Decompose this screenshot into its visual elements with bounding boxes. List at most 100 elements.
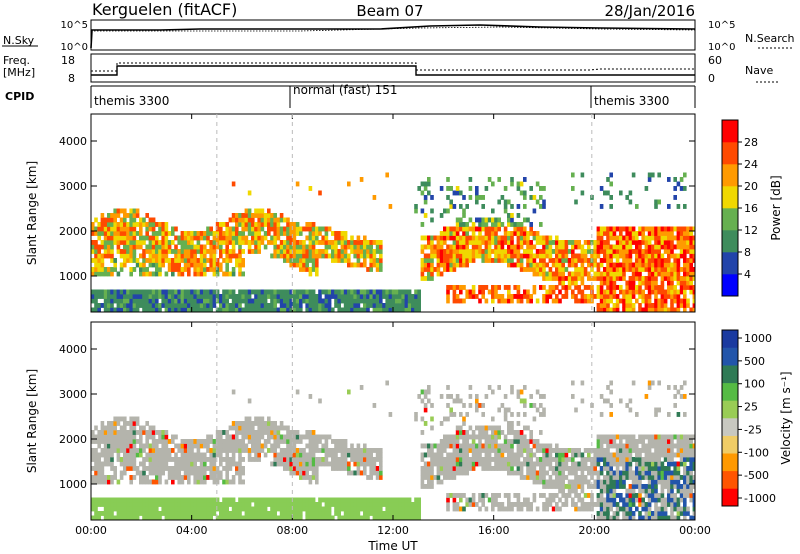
power-cell [455,222,460,227]
power-cell [689,244,693,250]
power-cell [465,253,469,259]
power-cell [487,253,492,259]
velocity-cell [324,443,329,449]
velocity-cell [654,479,658,485]
power-cell [356,298,361,304]
power-cell [497,217,501,223]
power-cell [241,294,245,299]
velocity-cell [391,511,396,516]
power-cell [324,303,329,308]
velocity-cell [119,430,124,435]
velocity-cell [638,439,642,444]
power-cell [625,249,629,254]
power-cell [654,204,658,209]
power-cell [97,294,101,299]
velocity-cell [225,452,229,458]
velocity-cell [209,470,213,476]
power-cell [161,298,165,304]
power-cell [596,231,601,236]
velocity-cell [526,470,530,476]
power-cell [119,235,124,241]
velocity-cell [593,470,597,476]
power-cell [638,285,642,290]
power-cell [539,267,543,272]
power-cell [516,186,521,191]
velocity-cell [97,502,101,507]
velocity-cell [507,448,511,453]
velocity-cell [151,502,156,507]
velocity-cell [407,511,412,516]
velocity-cell [308,511,313,516]
power-cell [311,289,316,295]
power-cell [654,199,658,205]
velocity-cell [308,506,313,512]
power-cell [663,258,668,263]
power-cell [311,231,316,236]
velocity-cell [190,439,194,444]
power-cell [203,289,207,295]
power-cell [401,298,405,304]
power-cell [475,240,479,245]
velocity-cell [593,461,597,467]
velocity-cell [289,466,293,471]
power-cell [452,240,457,245]
velocity-cell [545,506,549,512]
power-cell [679,244,684,250]
power-cell [414,298,418,304]
power-cell [203,298,207,304]
power-cell [292,262,297,268]
velocity-cell [155,511,159,516]
velocity-cell [625,457,629,462]
velocity-cell [116,479,121,485]
velocity-cell [478,443,482,449]
velocity-cell [539,457,543,462]
power-cell [148,289,153,295]
velocity-cell [311,434,316,440]
velocity-cell [299,502,303,507]
velocity-cell [350,443,354,449]
power-cell [302,294,306,299]
power-cell [513,249,517,254]
power-cell [167,244,172,250]
power-cell [427,240,431,245]
power-cell [670,231,674,236]
velocity-cell [257,421,261,426]
power-cell [439,235,444,241]
power-cell [123,244,127,250]
velocity-cell [663,479,668,485]
power-cell [635,204,639,209]
power-cell [113,262,117,268]
power-cell [430,262,434,268]
power-cell [542,276,546,281]
power-cell [564,258,569,263]
power-cell [126,307,130,312]
power-cell [692,294,695,299]
velocity-cell [459,493,463,498]
power-cell [503,226,508,232]
power-cell [663,231,668,236]
power-cell [238,271,242,277]
velocity-cell [379,511,383,516]
power-cell [254,294,258,299]
power-cell [465,222,469,227]
velocity-cell [110,443,114,449]
power-cell [238,298,242,304]
power-cell [113,307,117,312]
velocity-panel: 00:00 04:00 08:00 12:00 16:00 20:00 00:0010002… [25,321,711,553]
power-cell [145,244,149,250]
power-cell [593,244,597,250]
velocity-cell [497,457,501,462]
power-cell [542,186,546,191]
power-cell [225,298,229,304]
velocity-cell [174,434,178,440]
velocity-cell [139,479,143,485]
velocity-cell [548,452,553,458]
velocity-cell [599,466,604,471]
velocity-cell [622,497,626,503]
velocity-cell [628,506,633,512]
velocity-cell [238,515,242,520]
power-cell [247,231,252,236]
velocity-cell [407,497,412,503]
velocity-cell [516,466,521,471]
velocity-cell [555,448,559,453]
